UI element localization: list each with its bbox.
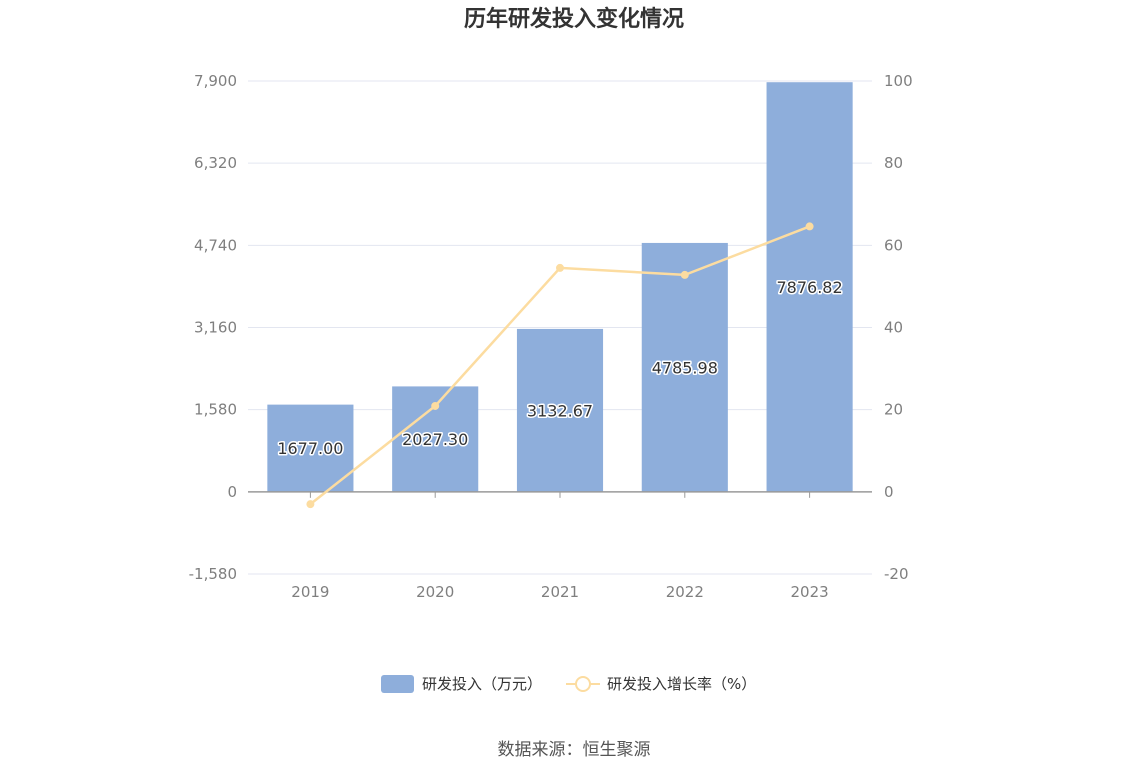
x-tick-label: 2023 (791, 583, 829, 601)
right-axis: -20 0 20 40 60 80 100 (884, 72, 913, 583)
chart-title: 历年研发投入变化情况 (464, 6, 684, 32)
left-tick-label: 1,580 (194, 401, 237, 419)
x-tick-label: 2021 (541, 583, 579, 601)
right-tick-label: 60 (884, 236, 903, 254)
right-tick-label: 100 (884, 72, 913, 90)
left-tick-label: -1,580 (189, 565, 237, 583)
x-tick-label: 2020 (416, 583, 454, 601)
right-tick-label: 0 (884, 483, 894, 501)
bar-value-label: 4785.98 (652, 358, 718, 377)
bar-labels: 1677.00 2027.30 3132.67 4785.98 7876.82 (276, 277, 844, 460)
legend-swatch-dot (575, 676, 591, 692)
left-tick-label: 4,740 (194, 236, 237, 254)
legend[interactable]: 研发投入（万元） 研发投入增长率（%） (381, 675, 756, 693)
right-tick-label: 40 (884, 319, 903, 337)
legend-label-bar: 研发投入（万元） (422, 675, 542, 693)
legend-label-line: 研发投入增长率（%） (607, 675, 756, 693)
bar (267, 404, 354, 492)
data-source: 数据来源：恒生聚源 (498, 740, 651, 760)
growth-point (805, 222, 814, 231)
bar-value-label: 7876.82 (777, 278, 843, 297)
left-axis: -1,580 0 1,580 3,160 4,740 6,320 7,900 (189, 72, 237, 583)
bar (641, 242, 728, 492)
x-axis: 2019 2020 2021 2022 2023 (248, 491, 872, 601)
bar-series (267, 82, 853, 492)
left-tick-label: 7,900 (194, 72, 237, 90)
right-tick-label: -20 (884, 565, 909, 583)
growth-point (680, 270, 689, 279)
bar-value-label: 2027.30 (402, 430, 468, 449)
bar (516, 328, 604, 492)
right-tick-label: 20 (884, 401, 903, 419)
left-tick-label: 6,320 (194, 154, 237, 172)
right-tick-label: 80 (884, 154, 903, 172)
left-tick-label: 3,160 (194, 319, 237, 337)
legend-swatch-bar (381, 675, 414, 693)
bar-value-label: 3132.67 (527, 401, 593, 420)
bar (766, 82, 853, 492)
line-series (306, 222, 814, 509)
growth-point (306, 500, 315, 509)
x-tick-label: 2019 (291, 583, 329, 601)
bar-value-label: 1677.00 (277, 439, 343, 458)
x-tick-label: 2022 (666, 583, 704, 601)
left-tick-label: 0 (227, 483, 237, 501)
growth-point (556, 263, 564, 272)
growth-point (431, 401, 440, 410)
